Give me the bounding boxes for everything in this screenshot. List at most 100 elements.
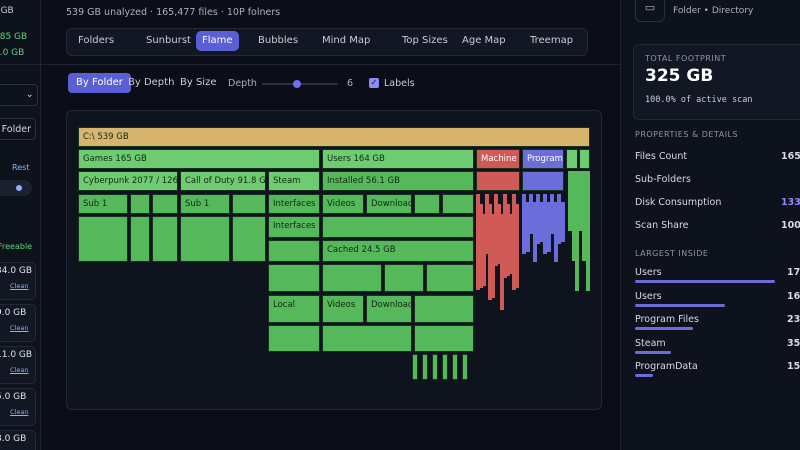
flame-cell[interactable]: [476, 194, 480, 290]
tab[interactable]: Mind Map: [322, 35, 371, 46]
flame-cell[interactable]: [560, 202, 565, 242]
flame-block[interactable]: Sub 1: [78, 194, 128, 214]
flame-cell[interactable]: [414, 325, 474, 352]
flame-cell[interactable]: [442, 354, 448, 380]
flame-cell[interactable]: [529, 194, 533, 234]
flame-cell[interactable]: [432, 354, 438, 380]
flame-cell[interactable]: [488, 204, 492, 300]
flame-cell[interactable]: [503, 194, 507, 278]
flame-block[interactable]: Interfaces: [268, 194, 320, 214]
flame-cell[interactable]: [500, 214, 504, 310]
flame-cell[interactable]: [232, 216, 266, 262]
flame-cell[interactable]: [512, 194, 516, 290]
tab[interactable]: Folders: [78, 35, 115, 46]
tab[interactable]: Flame: [196, 31, 239, 51]
flame-cell[interactable]: [476, 171, 520, 191]
flame-block[interactable]: Videos: [322, 295, 364, 323]
flame-block[interactable]: Users 164 GB: [322, 149, 474, 169]
flame-cell[interactable]: [452, 354, 458, 380]
flame-block[interactable]: Call of Duty 91.8 GB: [180, 171, 266, 191]
flame-cell[interactable]: [536, 194, 540, 244]
folder-button[interactable]: Folder: [0, 118, 36, 140]
entry-action[interactable]: Clean: [10, 282, 29, 290]
flame-cell[interactable]: [268, 264, 320, 292]
flame-cell[interactable]: [568, 171, 572, 231]
flame-block[interactable]: Downloads: [366, 295, 412, 323]
flame-cell[interactable]: [414, 295, 474, 323]
tab[interactable]: Top Sizes: [402, 35, 448, 46]
flame-cell[interactable]: [571, 171, 576, 261]
flame-cell[interactable]: [532, 202, 537, 262]
flame-cell[interactable]: [152, 194, 178, 214]
mode-button[interactable]: By Size: [180, 77, 217, 88]
flame-cell[interactable]: [497, 204, 501, 264]
flame-cell[interactable]: [130, 216, 150, 262]
flame-cell[interactable]: [546, 202, 551, 252]
flame-block[interactable]: Steam: [268, 171, 320, 191]
flame-block[interactable]: Program...: [522, 149, 564, 169]
depth-slider[interactable]: [262, 80, 338, 88]
flame-cell[interactable]: [506, 204, 510, 276]
flame-cell[interactable]: [442, 194, 474, 214]
flame-cell[interactable]: [322, 325, 412, 352]
flame-cell[interactable]: [322, 216, 474, 238]
entry-action[interactable]: Clean: [10, 366, 29, 374]
flame-cell[interactable]: [426, 264, 474, 292]
flame-block[interactable]: Installed 56.1 GB: [322, 171, 474, 191]
mode-button[interactable]: By Folder: [68, 73, 131, 93]
flame-cell[interactable]: [522, 194, 526, 254]
flame-cell[interactable]: [130, 194, 150, 214]
flame-cell[interactable]: [525, 202, 530, 252]
flame-block[interactable]: Interfaces: [268, 216, 320, 238]
flame-cell[interactable]: [543, 194, 547, 254]
flame-cell[interactable]: [515, 204, 519, 288]
dropdown[interactable]: ⌄: [0, 84, 38, 106]
flame-block[interactable]: Cyberpunk 2077 / 126 GB: [78, 171, 178, 191]
flame-cell[interactable]: [578, 171, 583, 231]
flame-cell[interactable]: [575, 171, 579, 291]
flame-cell[interactable]: [579, 149, 590, 169]
flame-block[interactable]: Downloads: [366, 194, 412, 214]
entry-action[interactable]: Clean: [10, 408, 29, 416]
flame-cell[interactable]: [322, 264, 382, 292]
tab[interactable]: Sunburst: [146, 35, 191, 46]
flame-block[interactable]: Games 165 GB: [78, 149, 320, 169]
flame-cell[interactable]: [494, 194, 498, 266]
flame-cell[interactable]: [232, 194, 266, 214]
flame-block[interactable]: Machine: [476, 149, 520, 169]
flame-cell[interactable]: [550, 194, 554, 234]
flame-cell[interactable]: [152, 216, 178, 262]
flame-cell[interactable]: [585, 171, 590, 291]
flame-cell[interactable]: [462, 354, 468, 380]
flame-block[interactable]: Videos: [322, 194, 364, 214]
labels-checkbox[interactable]: ✓: [369, 78, 379, 88]
entry-action[interactable]: Clean: [10, 324, 29, 332]
flame-cell[interactable]: [522, 171, 564, 191]
flame-cell[interactable]: [180, 216, 230, 262]
flame-cell[interactable]: [268, 325, 320, 352]
flame-cell[interactable]: [78, 216, 128, 262]
flame-block[interactable]: Cached 24.5 GB: [322, 240, 474, 262]
flame-block[interactable]: Local: [268, 295, 320, 323]
mode-button[interactable]: By Depth: [128, 77, 175, 88]
flame-cell[interactable]: [384, 264, 424, 292]
flame-cell[interactable]: [553, 202, 558, 262]
tab[interactable]: Age Map: [462, 35, 506, 46]
flame-cell[interactable]: [491, 214, 495, 298]
flame-cell[interactable]: [479, 204, 483, 288]
tab[interactable]: Treemap: [530, 35, 574, 46]
flame-cell[interactable]: [539, 202, 544, 242]
flame-block[interactable]: Sub 1: [180, 194, 230, 214]
flame-block[interactable]: C:\ 539 GB: [78, 127, 590, 147]
flame-cell[interactable]: [412, 354, 418, 380]
flame-cell[interactable]: [509, 214, 513, 274]
flame-cell[interactable]: [482, 214, 486, 286]
tab[interactable]: Bubbles: [258, 35, 299, 46]
flame-cell[interactable]: [268, 240, 320, 262]
flame-cell[interactable]: [557, 194, 561, 244]
toggle[interactable]: [0, 180, 32, 196]
flame-cell[interactable]: [422, 354, 428, 380]
flame-cell[interactable]: [414, 194, 440, 214]
flame-cell[interactable]: [485, 194, 489, 254]
flame-cell[interactable]: [582, 171, 586, 261]
